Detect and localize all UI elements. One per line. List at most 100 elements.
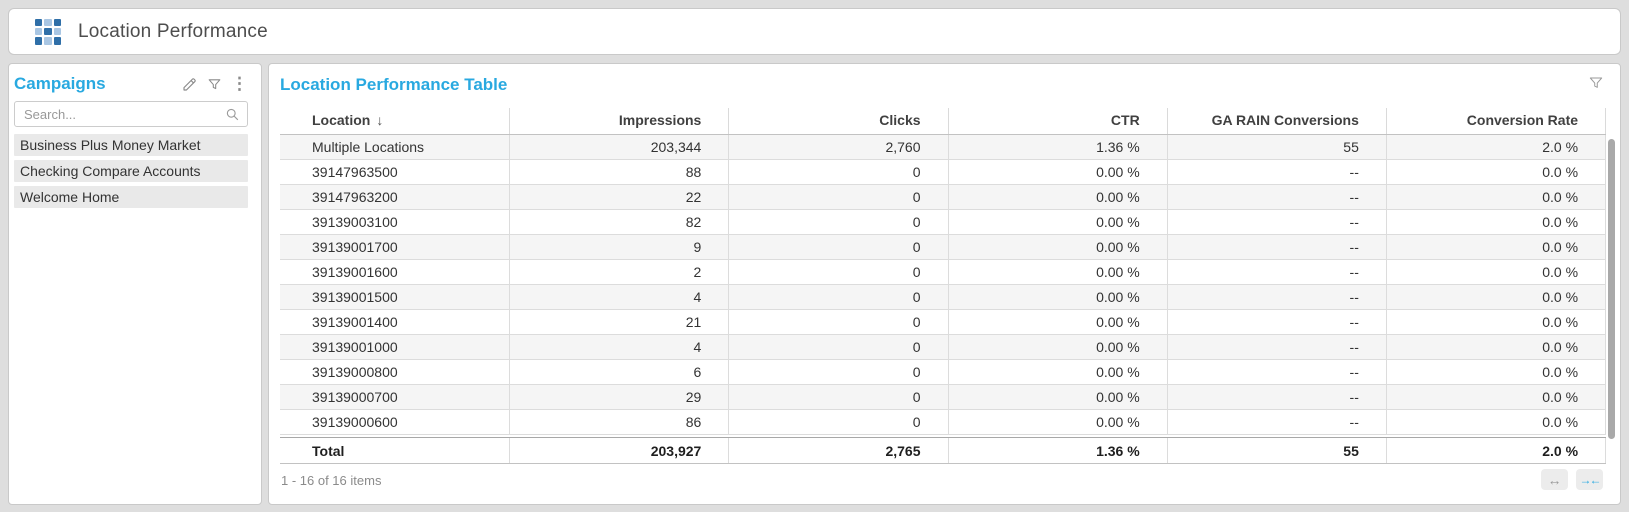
table-cell: 0.00 %: [949, 335, 1168, 359]
expand-columns-button[interactable]: ↔: [1541, 469, 1568, 490]
table-cell: 39139000800: [280, 360, 511, 384]
table-cell: 2,765: [729, 438, 949, 463]
table-cell: 0.00 %: [949, 310, 1168, 334]
table-cell: --: [1168, 235, 1387, 259]
table-panel-title: Location Performance Table: [280, 75, 508, 94]
column-header-label: GA RAIN Conversions: [1211, 112, 1359, 128]
table-cell: 0: [729, 185, 949, 209]
column-header-clicks[interactable]: Clicks: [729, 108, 949, 134]
column-header-label: Location: [312, 112, 371, 128]
table-row[interactable]: 39139000600 86 0 0.00 % -- 0.0 %: [280, 410, 1607, 435]
table-cell: 39139000700: [280, 385, 511, 409]
table-cell: 0.0 %: [1387, 410, 1607, 434]
table-row[interactable]: Multiple Locations 203,344 2,760 1.36 % 55 2.…: [280, 135, 1607, 160]
table-cell: 29: [510, 385, 730, 409]
table-cell: --: [1168, 185, 1387, 209]
column-header-label: Conversion Rate: [1466, 112, 1579, 128]
table-cell: 39139000600: [280, 410, 511, 434]
column-header-ga-rain-conversions[interactable]: GA RAIN Conversions: [1168, 108, 1387, 134]
table-cell: 0.00 %: [949, 410, 1168, 434]
table-cell: 0.0 %: [1387, 260, 1607, 284]
table-cell: Total: [280, 438, 511, 463]
location-table: Location ↓ Impressions Clicks CTR GA RAIN Con…: [280, 108, 1607, 464]
table-cell: 0.00 %: [949, 185, 1168, 209]
table-cell: 39147963500: [280, 160, 511, 184]
column-header-label: Clicks: [879, 112, 921, 128]
table-row[interactable]: 39139000700 29 0 0.00 % -- 0.0 %: [280, 385, 1607, 410]
table-cell: 0.0 %: [1387, 385, 1607, 409]
expand-arrows-icon: ↔: [1547, 471, 1562, 488]
pagination-info: 1 - 16 of 16 items: [281, 473, 382, 488]
campaign-search-box: [14, 101, 248, 127]
collapse-columns-button[interactable]: →←: [1576, 469, 1603, 490]
table-cell: 0.00 %: [949, 385, 1168, 409]
table-cell: --: [1168, 160, 1387, 184]
table-row[interactable]: 39147963200 22 0 0.00 % -- 0.0 %: [280, 185, 1607, 210]
table-cell: 88: [510, 160, 730, 184]
table-cell: 0: [729, 235, 949, 259]
table-row[interactable]: 39139001000 4 0 0.00 % -- 0.0 %: [280, 335, 1607, 360]
location-performance-panel: Location Performance Table Location ↓ Impr…: [268, 63, 1621, 505]
table-cell: 86: [510, 410, 730, 434]
table-cell: 0.00 %: [949, 160, 1168, 184]
table-cell: 1.36 %: [949, 135, 1168, 159]
table-cell: 9: [510, 235, 730, 259]
table-total-row: Total 203,927 2,765 1.36 % 55 2.0 %: [280, 437, 1607, 464]
table-row[interactable]: 39139000800 6 0 0.00 % -- 0.0 %: [280, 360, 1607, 385]
table-cell: Multiple Locations: [280, 135, 511, 159]
table-cell: 2: [510, 260, 730, 284]
column-header-conversion-rate[interactable]: Conversion Rate: [1387, 108, 1607, 134]
table-cell: 39139001700: [280, 235, 511, 259]
table-cell: 39139001600: [280, 260, 511, 284]
table-cell: 0.00 %: [949, 285, 1168, 309]
table-cell: 82: [510, 210, 730, 234]
table-cell: 55: [1168, 135, 1387, 159]
table-row[interactable]: 39139001600 2 0 0.00 % -- 0.0 %: [280, 260, 1607, 285]
table-row[interactable]: 39139001500 4 0 0.00 % -- 0.0 %: [280, 285, 1607, 310]
dashboard-grid-icon: [35, 18, 61, 45]
campaign-search-input[interactable]: [15, 106, 225, 122]
table-cell: 6: [510, 360, 730, 384]
page-title: Location Performance: [78, 20, 268, 42]
column-header-label: CTR: [1110, 112, 1140, 128]
table-row[interactable]: 39139001400 21 0 0.00 % -- 0.0 %: [280, 310, 1607, 335]
table-cell: 1.36 %: [949, 438, 1168, 463]
table-row[interactable]: 39139003100 82 0 0.00 % -- 0.0 %: [280, 210, 1607, 235]
edit-icon[interactable]: [182, 76, 198, 92]
table-cell: 0.0 %: [1387, 310, 1607, 334]
table-row[interactable]: 39147963500 88 0 0.00 % -- 0.0 %: [280, 160, 1607, 185]
table-filter-icon[interactable]: [1588, 75, 1604, 91]
collapse-arrows-icon: →←: [1579, 472, 1602, 487]
campaign-list-item[interactable]: Business Plus Money Market: [14, 134, 248, 156]
table-cell: --: [1168, 360, 1387, 384]
column-header-location[interactable]: Location ↓: [280, 108, 511, 134]
table-cell: 0.00 %: [949, 235, 1168, 259]
campaign-list-item[interactable]: Checking Compare Accounts: [14, 160, 248, 182]
table-cell: --: [1168, 285, 1387, 309]
column-header-ctr[interactable]: CTR: [949, 108, 1168, 134]
table-cell: 4: [510, 335, 730, 359]
table-cell: 0.0 %: [1387, 185, 1607, 209]
vertical-scrollbar-thumb[interactable]: [1608, 139, 1615, 439]
filter-icon[interactable]: [207, 77, 222, 92]
column-header-impressions[interactable]: Impressions: [510, 108, 730, 134]
table-cell: 39139001000: [280, 335, 511, 359]
sort-descending-icon: ↓: [376, 112, 384, 128]
table-cell: 4: [510, 285, 730, 309]
campaign-list-item[interactable]: Welcome Home: [14, 186, 248, 208]
table-cell: --: [1168, 310, 1387, 334]
table-cell: --: [1168, 410, 1387, 434]
table-cell: 39139001500: [280, 285, 511, 309]
table-cell: 0.00 %: [949, 260, 1168, 284]
table-cell: 55: [1168, 438, 1387, 463]
table-row[interactable]: 39139001700 9 0 0.00 % -- 0.0 %: [280, 235, 1607, 260]
table-cell: 2,760: [729, 135, 949, 159]
table-cell: 203,927: [510, 438, 730, 463]
table-cell: 0: [729, 410, 949, 434]
table-cell: 0: [729, 335, 949, 359]
kebab-menu-icon[interactable]: ⋮: [231, 74, 248, 93]
table-cell: --: [1168, 210, 1387, 234]
table-cell: 39139003100: [280, 210, 511, 234]
table-cell: 0.0 %: [1387, 210, 1607, 234]
campaign-list: Business Plus Money Market Checking Compa…: [14, 134, 248, 208]
